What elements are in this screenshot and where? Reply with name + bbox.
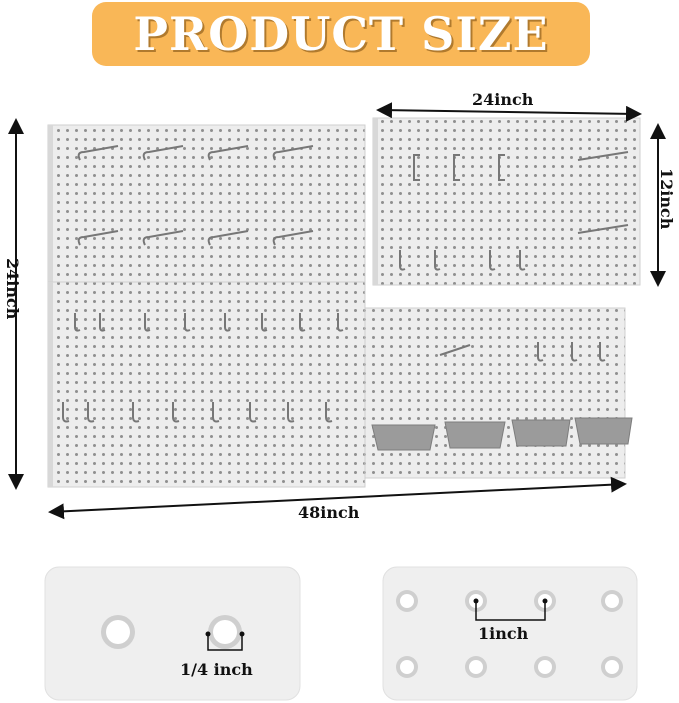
- hook-icon: [299, 313, 306, 332]
- hook-icon: [207, 145, 249, 161]
- hook-icon: [62, 402, 70, 423]
- hook-icon: [577, 151, 629, 161]
- hook-icon: [272, 230, 314, 246]
- hook-icon: [439, 344, 471, 356]
- hook-icon: [224, 313, 231, 332]
- hook-icon: [453, 154, 460, 181]
- hook-icon: [142, 145, 184, 161]
- overall-height-label: 24inch: [3, 258, 22, 320]
- hook-icon: [489, 250, 496, 271]
- hook-icon: [287, 402, 295, 423]
- hook-icon: [87, 402, 95, 423]
- hook-icon: [571, 342, 578, 362]
- hook-icon: [144, 313, 151, 332]
- hook-icon: [399, 250, 406, 271]
- hooks: [62, 145, 629, 423]
- hook-icon: [434, 250, 441, 271]
- hook-icon: [132, 402, 140, 423]
- hook-icon: [172, 402, 180, 423]
- title-banner: PRODUCT SIZE: [92, 2, 590, 66]
- hook-icon: [537, 342, 544, 362]
- hook-icon: [77, 145, 119, 161]
- hole-spacing-detail: [382, 566, 638, 701]
- hook-icon: [599, 342, 606, 362]
- hook-icon: [212, 402, 220, 423]
- hook-icon: [577, 224, 629, 234]
- pegboard-bottom-right: [364, 307, 626, 479]
- pegboard-top-right: [372, 117, 641, 286]
- hole-size-detail: [44, 566, 301, 701]
- arrow-top-width: [376, 102, 642, 122]
- hole-spacing-label: 1inch: [478, 624, 529, 643]
- hook-icon: [74, 313, 81, 332]
- hook-icon: [272, 145, 314, 161]
- hook-icon: [413, 154, 420, 181]
- hook-icon: [207, 230, 249, 246]
- hook-icon: [519, 250, 526, 271]
- hook-icon: [142, 230, 184, 246]
- pegboard-top-left: [47, 124, 366, 301]
- overall-width-label: 48inch: [298, 503, 360, 522]
- title: PRODUCT SIZE: [133, 7, 549, 61]
- pegboard-bottom-left: [47, 281, 366, 488]
- hook-icon: [498, 154, 505, 181]
- hook-icon: [184, 313, 191, 332]
- arrow-bottom-width: [48, 476, 627, 520]
- hook-icon: [249, 402, 257, 423]
- hook-icon: [337, 313, 344, 332]
- storage-bins: [371, 417, 633, 451]
- hook-icon: [261, 313, 268, 332]
- hook-icon: [77, 230, 119, 246]
- hook-icon: [325, 402, 333, 423]
- hole-diameter-label: 1/4 inch: [180, 660, 253, 679]
- hook-icon: [99, 313, 106, 332]
- top-height-label: 12inch: [657, 168, 676, 230]
- top-width-label: 24inch: [472, 90, 534, 109]
